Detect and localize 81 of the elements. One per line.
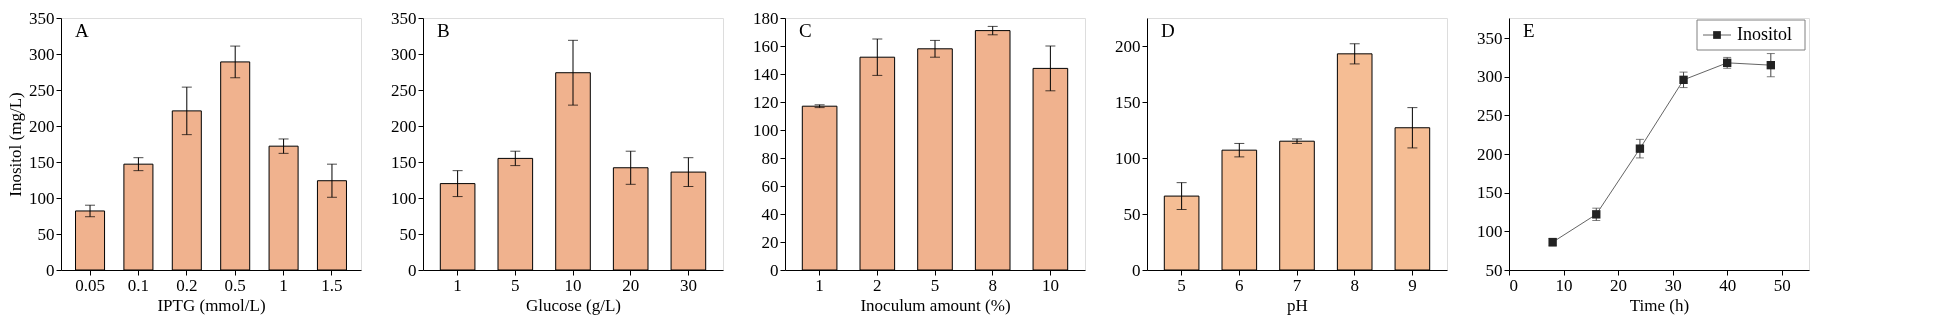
- x-axis-title: Inoculum amount (%): [860, 295, 1011, 315]
- x-tick-label: 0.2: [176, 275, 198, 295]
- y-tick-label: 50: [37, 224, 55, 244]
- y-tick-label: 100: [1115, 148, 1141, 168]
- x-axis-title: Glucose (g/L): [526, 295, 621, 315]
- y-tick-label: 60: [761, 176, 779, 196]
- y-tick-label: 120: [753, 92, 779, 112]
- y-tick-label: 100: [391, 188, 417, 208]
- y-tick-label: 300: [29, 44, 55, 64]
- x-tick-label: 2: [873, 275, 882, 295]
- x-tick-label: 50: [1773, 275, 1791, 295]
- annotation: D: [1161, 20, 1175, 41]
- x-tick-label: 10: [1041, 275, 1059, 295]
- x-tick-label: 8: [988, 275, 997, 295]
- y-tick-label: 140: [753, 64, 779, 84]
- y-tick-label: 20: [761, 232, 779, 252]
- point: [1766, 60, 1775, 70]
- x-axis-title: pH: [1287, 295, 1308, 315]
- point: [1592, 210, 1601, 219]
- x-tick-label: 20: [1610, 275, 1628, 295]
- x-tick-label: 30: [679, 275, 697, 295]
- y-tick-label: 50: [1485, 260, 1503, 280]
- x-tick-label: 20: [622, 275, 640, 295]
- y-tick-label: 40: [761, 204, 779, 224]
- x-tick-label: 1: [279, 275, 288, 295]
- annotation: B: [437, 20, 450, 41]
- y-tick-label: 180: [753, 8, 779, 28]
- y-tick-label: 300: [1477, 67, 1503, 87]
- y-tick-label: 300: [391, 44, 417, 64]
- y-tick-label: 80: [761, 148, 779, 168]
- y-axis-title: Inositol (mg/L): [6, 92, 25, 197]
- y-tick-label: 350: [1477, 28, 1503, 48]
- x-tick-label: 0: [1509, 275, 1518, 295]
- y-tick-label: 200: [391, 116, 417, 136]
- x-tick-label: 5: [511, 275, 520, 295]
- x-tick-label: 30: [1664, 275, 1682, 295]
- y-tick-label: 150: [1115, 92, 1141, 112]
- y-tick-label: 50: [399, 224, 417, 244]
- legend-label: Inositol: [1737, 24, 1793, 44]
- x-axis-title: IPTG (mmol/L): [157, 295, 266, 315]
- y-tick-label: 200: [1477, 144, 1503, 164]
- y-tick-label: 200: [29, 116, 55, 136]
- x-tick-label: 0.05: [75, 275, 105, 295]
- point: [1635, 144, 1645, 153]
- x-tick-label: 7: [1292, 275, 1302, 295]
- x-tick-label: 9: [1408, 275, 1417, 295]
- point: [1679, 75, 1688, 85]
- y-tick-label: 150: [391, 152, 417, 172]
- y-tick-label: 100: [753, 120, 779, 140]
- x-axis-title: Time (h): [1629, 295, 1690, 315]
- annotation: A: [75, 20, 89, 41]
- y-tick-label: 150: [29, 152, 55, 172]
- x-tick-label: 10: [1555, 275, 1573, 295]
- x-tick-label: 1.5: [321, 275, 343, 295]
- y-tick-label: 160: [753, 36, 779, 56]
- x-tick-label: 0.1: [127, 275, 150, 295]
- annotation: C: [799, 20, 812, 41]
- y-tick-label: 250: [29, 80, 55, 100]
- y-tick-label: 0: [1132, 260, 1141, 280]
- x-tick-label: 5: [930, 275, 940, 295]
- y-tick-label: 250: [1477, 105, 1503, 125]
- y-tick-label: 350: [29, 8, 55, 28]
- y-tick-label: 100: [1477, 221, 1503, 241]
- y-tick-label: 100: [29, 188, 55, 208]
- x-tick-label: 6: [1235, 275, 1244, 295]
- y-tick-label: 0: [770, 260, 779, 280]
- y-tick-label: 50: [1123, 204, 1141, 224]
- y-tick-label: 150: [1477, 183, 1503, 203]
- y-tick-label: 350: [391, 8, 417, 28]
- x-tick-label: 40: [1719, 275, 1737, 295]
- x-tick-label: 1: [453, 275, 462, 295]
- x-tick-label: 0.5: [224, 275, 246, 295]
- y-tick-label: 200: [1115, 36, 1141, 56]
- x-tick-label: 1: [815, 275, 824, 295]
- y-tick-label: 0: [408, 260, 417, 280]
- x-tick-label: 5: [1177, 275, 1186, 295]
- x-tick-label: 10: [564, 275, 582, 295]
- x-tick-label: 8: [1350, 275, 1359, 295]
- y-tick-label: 250: [391, 80, 417, 100]
- y-tick-label: 0: [46, 260, 55, 280]
- annotation: E: [1523, 20, 1535, 41]
